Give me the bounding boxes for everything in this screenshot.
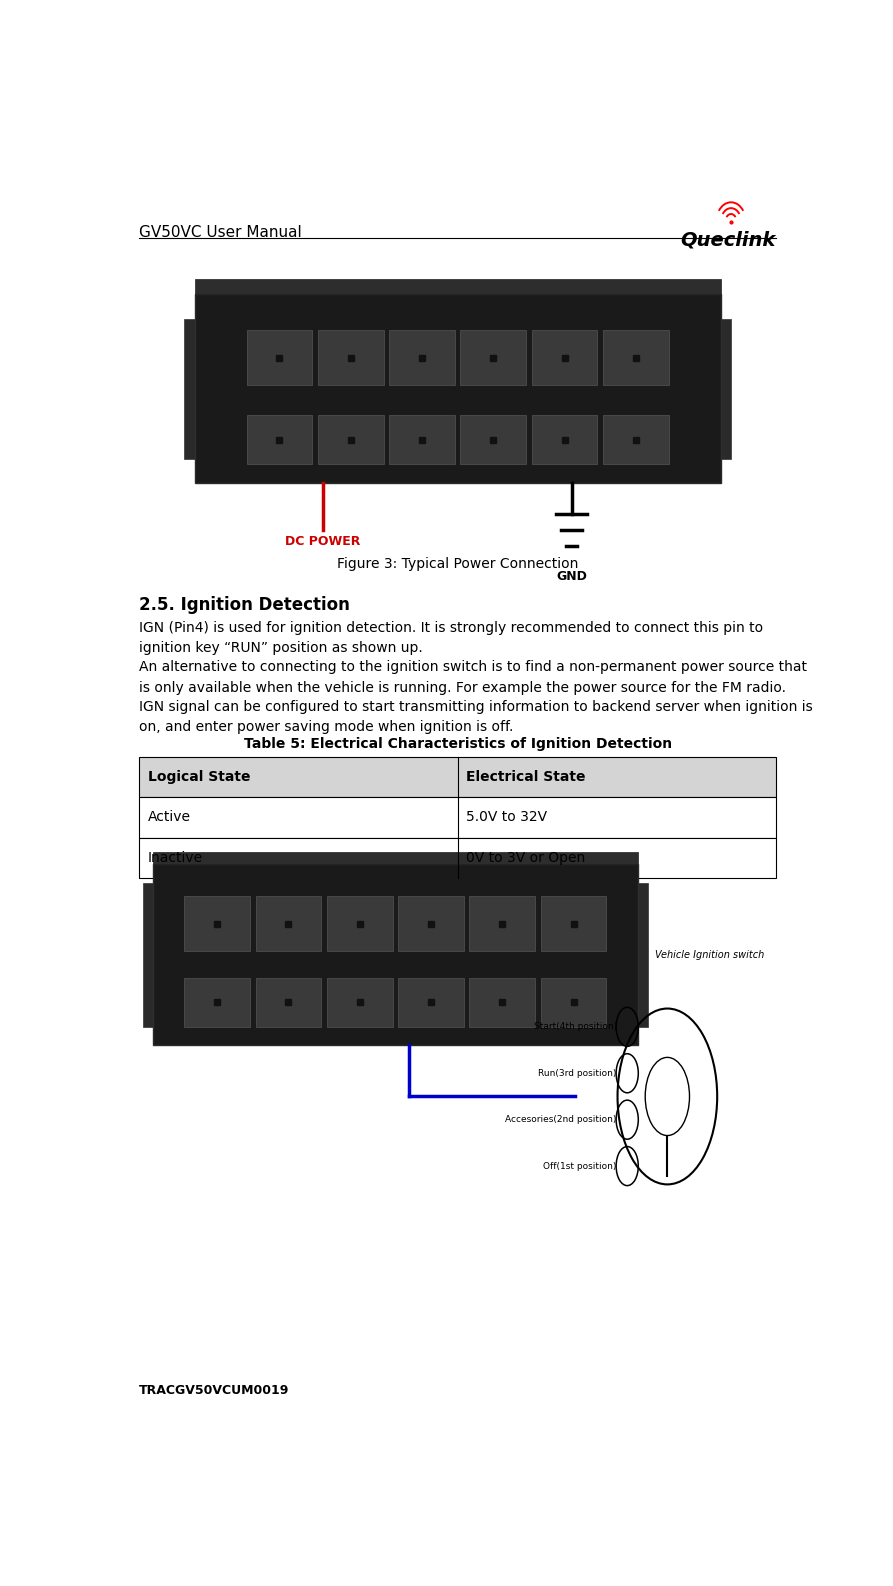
Text: Table 5: Electrical Characteristics of Ignition Detection: Table 5: Electrical Characteristics of I… (244, 737, 672, 752)
Text: Vehicle Ignition switch: Vehicle Ignition switch (655, 950, 764, 960)
Bar (638, 883, 648, 1026)
Text: Run(3rd position): Run(3rd position) (538, 1069, 617, 1078)
Bar (184, 977, 250, 1028)
Bar (154, 852, 638, 864)
Text: Accesories(2nd position): Accesories(2nd position) (505, 1115, 617, 1124)
Text: DC POWER: DC POWER (285, 534, 361, 547)
Bar (143, 883, 154, 1026)
Text: Queclink: Queclink (680, 230, 776, 249)
Bar (603, 416, 669, 465)
Text: GV50VC User Manual: GV50VC User Manual (139, 225, 302, 239)
Bar (255, 977, 321, 1028)
Text: IGN signal can be configured to start transmitting information to backend server: IGN signal can be configured to start tr… (139, 699, 813, 734)
Bar (531, 416, 597, 465)
Text: Off(1st position): Off(1st position) (544, 1161, 617, 1170)
Bar (139, 757, 776, 798)
Bar (154, 864, 638, 1045)
Text: Figure 3: Typical Power Connection: Figure 3: Typical Power Connection (337, 557, 579, 571)
Bar (470, 896, 535, 952)
Text: Electrical State: Electrical State (466, 771, 586, 783)
Text: 5.0V to 32V: 5.0V to 32V (466, 810, 547, 825)
Bar (531, 330, 597, 385)
Bar (470, 977, 535, 1028)
Bar (195, 279, 721, 293)
Bar (540, 896, 606, 952)
Bar (398, 977, 463, 1028)
Text: Active: Active (147, 810, 190, 825)
Text: An alternative to connecting to the ignition switch is to find a non-permanent p: An alternative to connecting to the igni… (139, 660, 807, 695)
Bar (255, 896, 321, 952)
Bar (184, 896, 250, 952)
Text: TRACGV50VCUM0019: TRACGV50VCUM0019 (139, 1385, 289, 1397)
Text: Inactive: Inactive (147, 850, 203, 864)
Bar (398, 896, 463, 952)
Bar (246, 330, 313, 385)
Bar (318, 416, 384, 465)
Bar (139, 798, 776, 837)
Bar (327, 977, 393, 1028)
Text: 0V to 3V or Open: 0V to 3V or Open (466, 850, 585, 864)
Bar (246, 416, 313, 465)
Text: 2.5. Ignition Detection: 2.5. Ignition Detection (139, 596, 350, 614)
Bar (195, 293, 721, 484)
Bar (721, 319, 731, 458)
Bar (389, 416, 455, 465)
Bar (139, 837, 776, 879)
Bar (184, 319, 195, 458)
Bar (461, 416, 526, 465)
Text: IGN (Pin4) is used for ignition detection. It is strongly recommended to connect: IGN (Pin4) is used for ignition detectio… (139, 622, 764, 655)
Text: GND: GND (556, 569, 588, 584)
Bar (389, 330, 455, 385)
Bar (603, 330, 669, 385)
Bar (318, 330, 384, 385)
Bar (540, 977, 606, 1028)
Bar (327, 896, 393, 952)
Bar (461, 330, 526, 385)
Text: Logical State: Logical State (147, 771, 250, 783)
Text: Start(4th position): Start(4th position) (534, 1023, 617, 1031)
